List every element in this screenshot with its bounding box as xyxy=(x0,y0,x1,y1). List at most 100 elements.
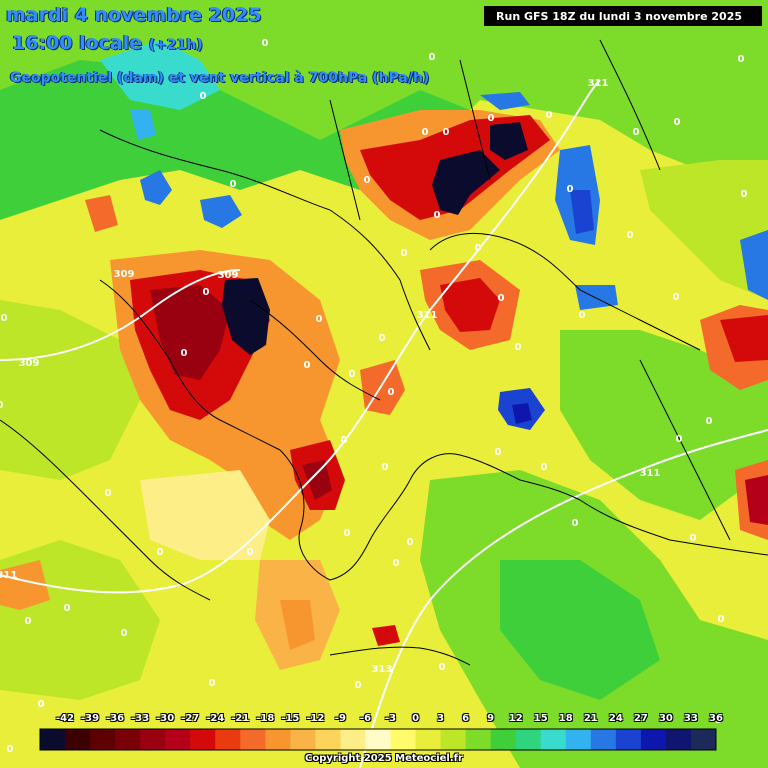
border-4 xyxy=(459,59,491,181)
coast-black-sea xyxy=(429,232,701,351)
forecast-time: 16:00 locale (+21h) xyxy=(12,32,203,54)
label-41: 0 xyxy=(393,558,400,569)
scale-swatch xyxy=(615,729,642,750)
label-18: 0 xyxy=(579,310,586,321)
label-44: 0 xyxy=(718,614,725,625)
label-10: 0 xyxy=(741,189,748,200)
border-3 xyxy=(329,99,361,221)
label-26: 0 xyxy=(349,369,356,380)
orange-west-small xyxy=(85,195,118,232)
color-scale-bar xyxy=(39,728,717,751)
legend-tick: 0 xyxy=(412,713,420,724)
legend-tick: 30 xyxy=(658,713,673,724)
scale-swatch xyxy=(390,729,417,750)
label-58: 311 xyxy=(588,78,609,89)
scale-swatch xyxy=(590,729,617,750)
label-56: 309 xyxy=(114,269,135,280)
scale-swatch xyxy=(65,729,91,750)
label-27: 0 xyxy=(1,313,8,324)
orange-south-core xyxy=(280,600,315,650)
label-62: 313 xyxy=(372,664,393,675)
label-37: 0 xyxy=(344,528,351,539)
run-label: Run GFS 18Z du lundi 3 novembre 2025 xyxy=(484,6,762,26)
label-32: 0 xyxy=(341,435,348,446)
darkred-greece xyxy=(302,460,332,500)
scale-frame xyxy=(39,728,717,751)
darkred-region-center xyxy=(150,285,230,380)
coast-greece xyxy=(279,449,411,581)
forecast-time-label: 16:00 locale xyxy=(12,32,143,54)
label-13: 0 xyxy=(434,210,441,221)
label-35: 0 xyxy=(572,518,579,529)
legend-tick: -27 xyxy=(181,713,200,724)
coast-crete xyxy=(329,646,471,666)
core-dinaric xyxy=(222,278,270,355)
label-48: 0 xyxy=(209,678,216,689)
label-45: 0 xyxy=(121,628,128,639)
legend-tick: -42 xyxy=(55,713,75,724)
legend-tick: 6 xyxy=(462,713,470,724)
label-49: 0 xyxy=(38,699,45,710)
border-5 xyxy=(599,39,661,171)
label-12: 0 xyxy=(364,175,371,186)
label-11: 0 xyxy=(230,179,237,190)
forecast-date: mardi 4 novembre 2025 xyxy=(6,4,262,26)
scale-swatch xyxy=(640,729,667,750)
legend-tick: -24 xyxy=(206,713,225,724)
pale-region-south xyxy=(140,470,270,560)
legend-tick: -33 xyxy=(131,713,150,724)
isoline-labels: 0 0 0 0 0 0 0 0 0 0 0 0 0 0 0 0 0 0 0 0 … xyxy=(0,38,748,755)
label-5: 0 xyxy=(488,113,495,124)
scale-swatch xyxy=(215,729,241,750)
scale-swatch xyxy=(290,729,316,750)
lightgreen-southeast xyxy=(500,560,660,700)
legend-tick: -21 xyxy=(231,713,250,724)
label-4: 0 xyxy=(443,127,450,138)
label-21: 0 xyxy=(316,314,323,325)
label-54: 0 xyxy=(541,462,548,473)
legend-tick: 3 xyxy=(437,713,445,724)
label-8: 0 xyxy=(633,127,640,138)
green-region-north xyxy=(0,0,768,200)
label-20: 0 xyxy=(203,287,210,298)
label-38: 0 xyxy=(407,537,414,548)
core-ukraine xyxy=(490,122,528,160)
label-9: 0 xyxy=(674,117,681,128)
blue-north-1 xyxy=(140,170,172,205)
label-7: 0 xyxy=(567,184,574,195)
forecast-parameter: Geopotentiel (dam) et vent vertical à 70… xyxy=(10,70,430,86)
legend-tick: 24 xyxy=(608,713,623,724)
label-52: 0 xyxy=(715,715,722,726)
red-far-east-south xyxy=(745,475,768,525)
scale-swatch xyxy=(40,729,66,750)
label-31: 0 xyxy=(495,447,502,458)
scale-swatch xyxy=(515,729,542,750)
scale-swatch xyxy=(415,729,442,750)
blue-north-3 xyxy=(130,110,156,140)
isoline-309 xyxy=(0,269,241,361)
border-6 xyxy=(249,299,381,401)
legend-tick: -12 xyxy=(306,713,325,724)
orange-southwest xyxy=(0,560,50,610)
legend-ticks: -42 -39 -36 -33 -30 -27 -24 -21 -18 -15 -12 -9 -6 -3 0… xyxy=(40,713,723,727)
label-43: 0 xyxy=(25,616,32,627)
scale-swatch xyxy=(465,729,492,750)
cyan-north-1 xyxy=(100,40,220,110)
legend-tick: -15 xyxy=(281,713,300,724)
label-22: 0 xyxy=(379,333,386,344)
geopotential-isolines xyxy=(0,79,768,768)
label-59: 311 xyxy=(417,310,438,321)
blue-black-sea-core xyxy=(512,403,532,424)
label-23: 0 xyxy=(515,342,522,353)
blue-north-2 xyxy=(200,195,242,228)
label-55: 309 xyxy=(218,270,239,281)
scale-swatch xyxy=(115,729,141,750)
label-25: 0 xyxy=(304,360,311,371)
coast-turkey-south xyxy=(579,499,768,556)
legend-tick: 21 xyxy=(583,713,598,724)
coastlines-borders xyxy=(0,39,768,666)
blue-north-top xyxy=(480,92,530,110)
legend-tick: -36 xyxy=(106,713,125,724)
